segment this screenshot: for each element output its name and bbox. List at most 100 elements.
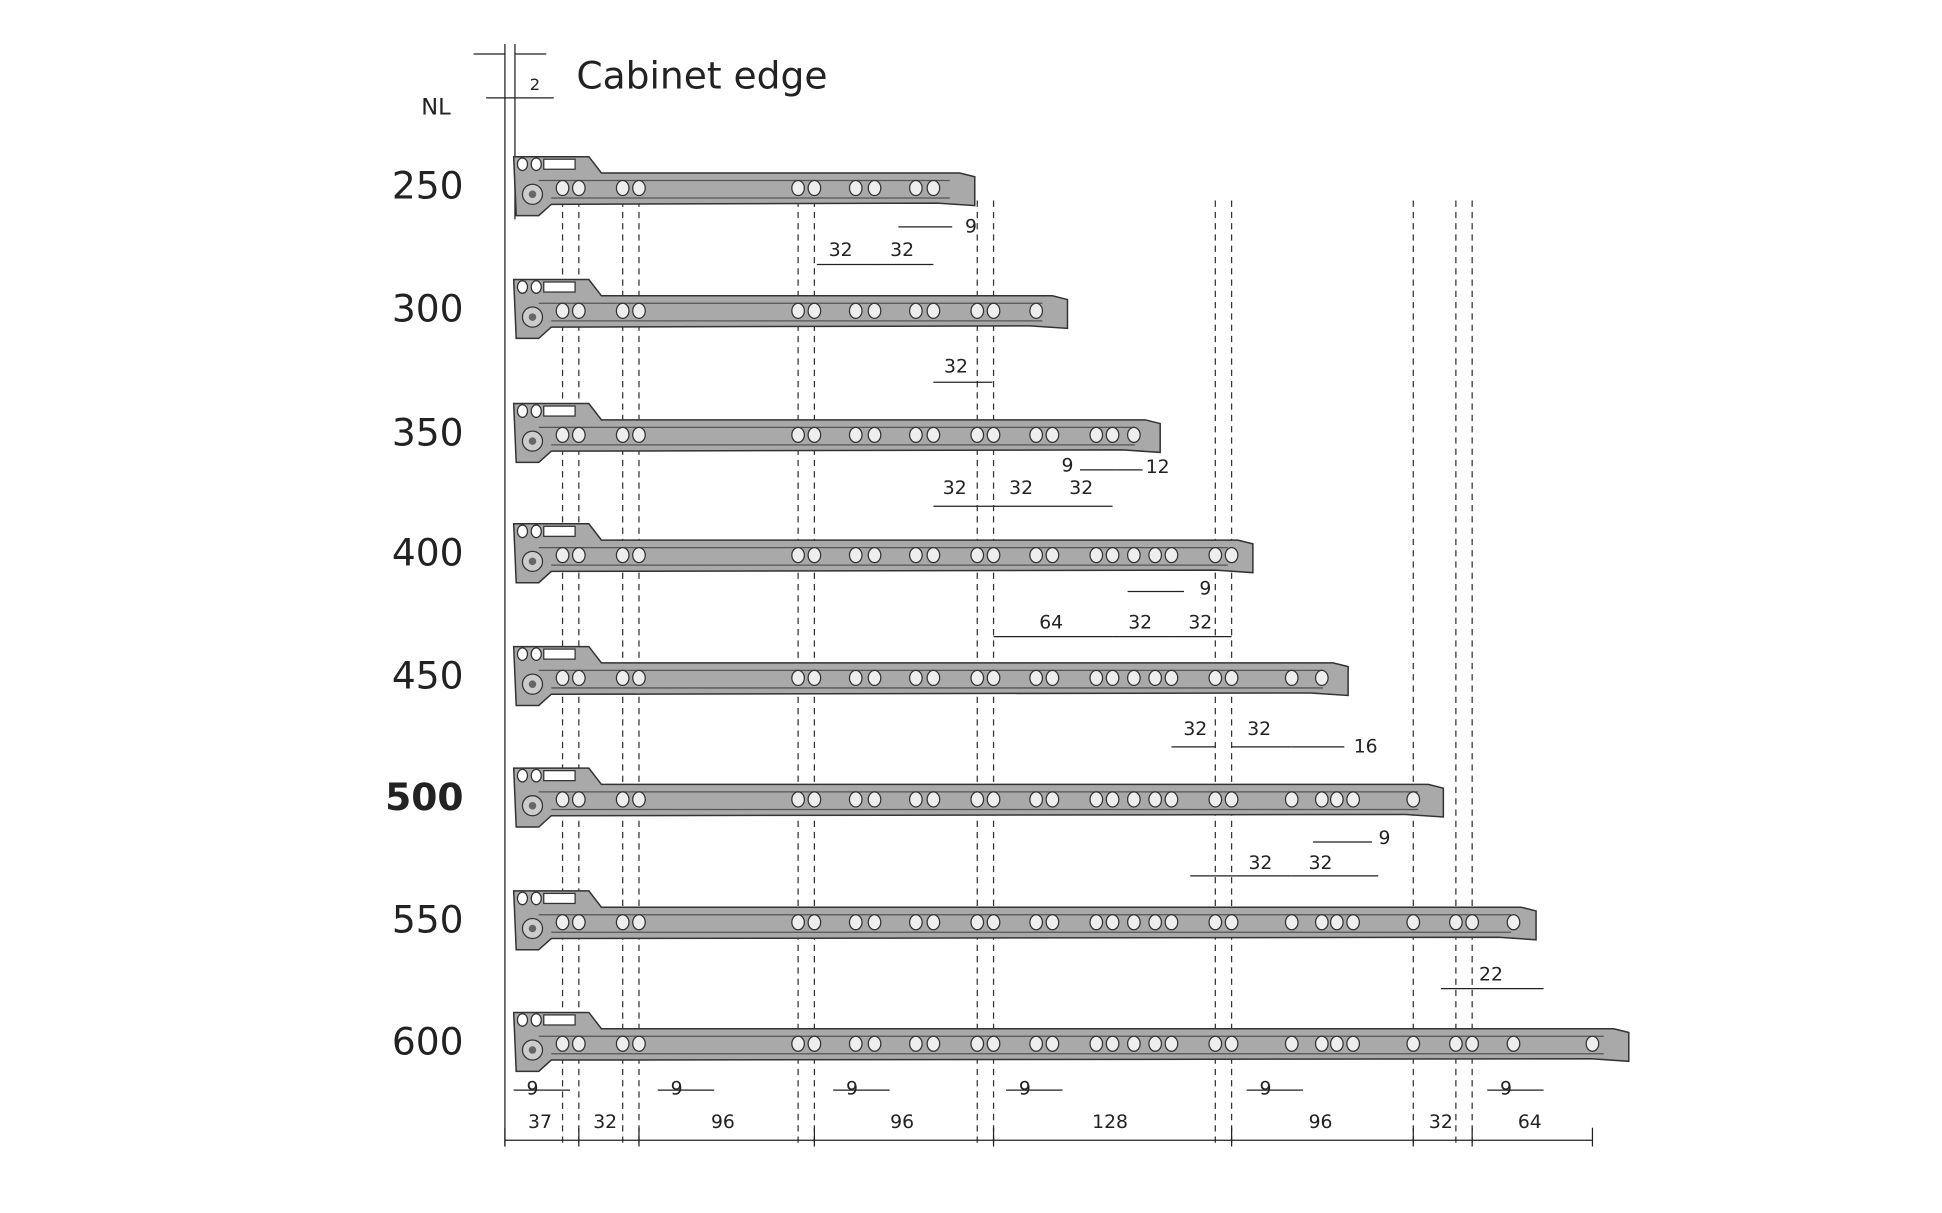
hole xyxy=(1448,914,1463,931)
hole xyxy=(571,179,586,197)
dimension: 16 xyxy=(1354,736,1378,757)
hole xyxy=(807,669,822,687)
hole xyxy=(1089,791,1104,808)
wheel-hub xyxy=(528,924,537,933)
hole xyxy=(615,546,630,564)
hole xyxy=(970,302,985,319)
hole xyxy=(970,546,985,564)
hole xyxy=(970,1035,985,1052)
hole xyxy=(555,302,570,319)
hole xyxy=(530,891,542,906)
hole xyxy=(908,791,923,808)
hole xyxy=(867,669,882,687)
hole xyxy=(848,914,863,931)
hole xyxy=(807,1035,822,1052)
hole xyxy=(908,302,923,319)
hole xyxy=(1224,791,1239,808)
wheel-hub xyxy=(528,557,537,566)
hole xyxy=(571,914,586,931)
hole xyxy=(516,524,529,539)
spacing: 96 xyxy=(1309,1112,1333,1133)
hole xyxy=(571,426,586,443)
rail-length: 350 xyxy=(392,410,464,454)
hole xyxy=(986,1035,1001,1052)
hole xyxy=(1148,791,1163,808)
hole xyxy=(986,791,1001,808)
dimension: 32 xyxy=(1309,853,1333,874)
hole xyxy=(791,179,805,197)
offset: 9 xyxy=(1259,1078,1271,1099)
hole xyxy=(555,546,570,564)
rail xyxy=(512,278,1069,340)
hole xyxy=(926,426,941,443)
rail-length: 400 xyxy=(392,531,464,575)
hole xyxy=(1029,546,1044,564)
hole xyxy=(571,669,586,687)
hole xyxy=(1208,791,1223,808)
dimension: 9 xyxy=(1378,828,1390,849)
hole xyxy=(1126,914,1141,931)
hole xyxy=(867,914,882,931)
hole xyxy=(615,669,630,687)
logo xyxy=(543,770,576,782)
logo xyxy=(543,525,576,537)
spacing: 32 xyxy=(593,1112,617,1133)
hole xyxy=(807,179,822,197)
hole xyxy=(807,914,822,931)
hole xyxy=(555,179,570,197)
hole xyxy=(555,669,570,687)
hole xyxy=(1148,914,1163,931)
hole xyxy=(615,302,630,319)
hole xyxy=(1346,791,1361,808)
hole xyxy=(1089,1035,1104,1052)
hole xyxy=(1406,1035,1421,1052)
hole xyxy=(908,669,923,687)
hole xyxy=(791,914,805,931)
dimension: 32 xyxy=(1009,478,1033,499)
logo xyxy=(543,648,576,660)
hole xyxy=(908,1035,923,1052)
nl-label: NL xyxy=(421,94,451,120)
hole xyxy=(986,914,1001,931)
dimension: 22 xyxy=(1479,964,1503,985)
hole xyxy=(555,914,570,931)
hole xyxy=(848,1035,863,1052)
hole xyxy=(791,791,805,808)
dimension: 32 xyxy=(944,357,968,378)
hole xyxy=(926,1035,941,1052)
rail-length: 450 xyxy=(392,653,464,697)
hole xyxy=(867,302,882,319)
hole xyxy=(970,914,985,931)
spacing: 64 xyxy=(1518,1112,1542,1133)
logo xyxy=(543,1014,576,1026)
hole xyxy=(1126,1035,1141,1052)
hole xyxy=(807,791,822,808)
wheel-hub xyxy=(528,801,537,810)
hole xyxy=(1029,669,1044,687)
logo xyxy=(543,892,576,905)
hole xyxy=(926,791,941,808)
hole xyxy=(926,669,941,687)
hole xyxy=(1314,914,1329,931)
rail xyxy=(512,890,1537,951)
hole xyxy=(848,302,863,319)
hole xyxy=(516,1013,529,1027)
hole xyxy=(848,791,863,808)
hole xyxy=(1126,791,1141,808)
wheel-hub xyxy=(528,313,537,321)
hole xyxy=(516,768,529,783)
rail xyxy=(512,155,976,217)
hole xyxy=(986,669,1001,687)
hole xyxy=(807,546,822,564)
hole xyxy=(1224,914,1239,931)
hole xyxy=(516,891,529,906)
hole xyxy=(867,1035,882,1052)
dimension: 32 xyxy=(943,478,967,499)
hole xyxy=(516,157,529,172)
dimension: 9 xyxy=(1199,578,1211,599)
hole xyxy=(530,768,542,783)
hole xyxy=(791,426,805,443)
rail-length: 500 xyxy=(385,775,463,819)
